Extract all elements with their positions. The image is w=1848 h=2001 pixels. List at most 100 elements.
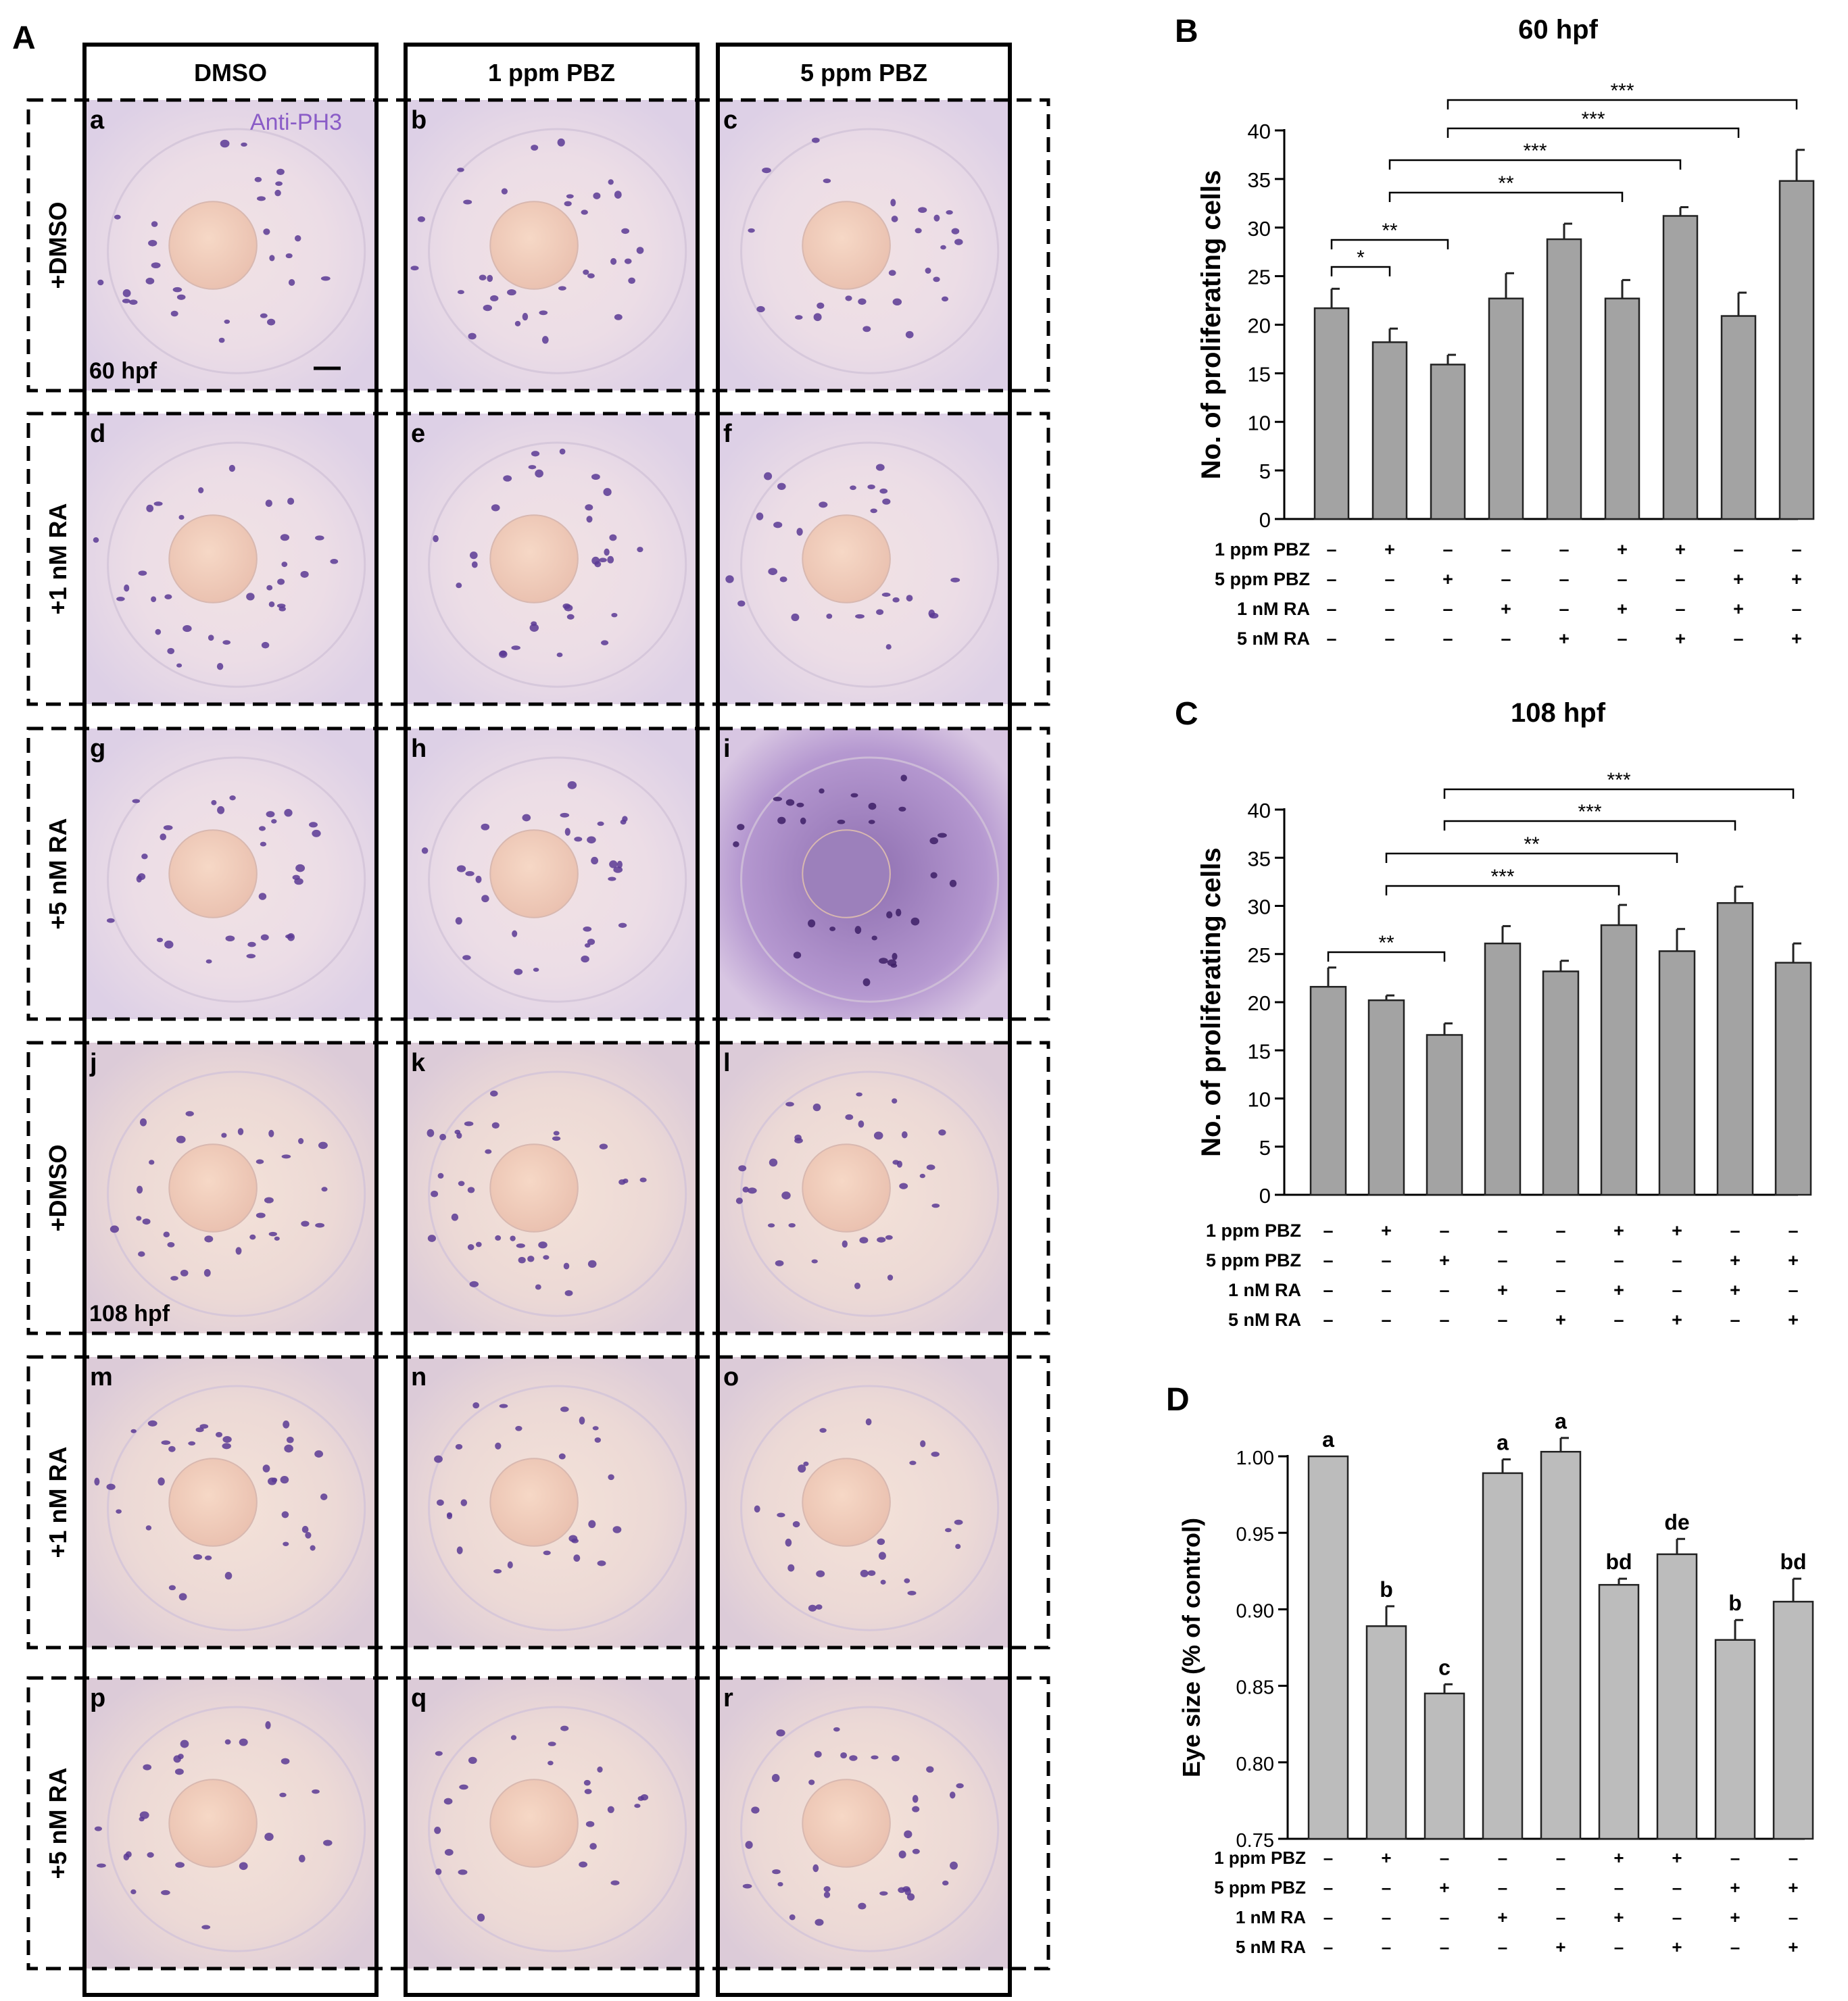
ph3-positive-cell	[174, 1769, 184, 1775]
treatment-symbol: +	[1672, 1848, 1682, 1868]
ph3-positive-cell	[269, 255, 275, 262]
ph3-positive-cell	[879, 958, 888, 964]
ph3-positive-cell	[845, 295, 852, 301]
ph3-positive-cell	[312, 1789, 320, 1794]
significance-bracket	[1388, 159, 1682, 170]
bar	[1307, 1455, 1349, 1840]
ph3-positive-cell	[451, 1213, 459, 1221]
eye-image-tile	[406, 100, 698, 391]
eye-outline	[107, 756, 366, 1003]
tile-letter: b	[411, 106, 427, 134]
treatment-symbol: +	[1733, 599, 1744, 619]
treatment-symbol: –	[1326, 539, 1336, 560]
ph3-positive-cell	[949, 1792, 956, 1799]
treatment-symbol: +	[1788, 1877, 1798, 1898]
y-tick-label: 0	[1259, 1184, 1271, 1208]
ph3-positive-cell	[203, 1268, 211, 1277]
ph3-positive-cell	[794, 1137, 803, 1143]
treatment-symbol: –	[1675, 599, 1685, 619]
treatment-symbol: –	[1672, 1907, 1682, 1927]
ph3-positive-cell	[621, 228, 630, 234]
ph3-positive-cell	[163, 1231, 170, 1238]
significance-bracket	[1443, 788, 1795, 799]
ph3-positive-cell	[254, 176, 262, 182]
treatment-symbol: –	[1323, 1848, 1333, 1868]
treatment-symbol: –	[1614, 1877, 1624, 1898]
ph3-positive-cell	[515, 1425, 522, 1431]
ph3-positive-cell	[284, 1444, 293, 1453]
ph3-positive-cell	[261, 641, 270, 649]
panel-c-label: C	[1175, 696, 1198, 732]
significance-letter: bd	[1605, 1550, 1632, 1574]
bar	[1426, 1034, 1463, 1196]
ph3-positive-cell	[457, 168, 464, 172]
ph3-positive-cell	[281, 1511, 289, 1518]
ph3-positive-cell	[320, 276, 331, 281]
ph3-positive-cell	[773, 797, 783, 801]
ph3-positive-cell	[421, 847, 429, 854]
bar	[1540, 1450, 1582, 1840]
ph3-positive-cell	[94, 1826, 102, 1831]
ph3-positive-cell	[563, 1262, 570, 1270]
ph3-positive-cell	[260, 841, 267, 847]
ph3-positive-cell	[591, 556, 600, 565]
ph3-positive-cell	[574, 837, 583, 842]
ph3-positive-cell	[528, 465, 537, 470]
significance-letter: de	[1664, 1510, 1689, 1534]
ph3-positive-cell	[887, 1275, 894, 1281]
ph3-positive-cell	[742, 1883, 752, 1889]
eye-image-tile	[84, 1678, 376, 1969]
ph3-positive-cell	[899, 1183, 908, 1189]
eye-outline	[740, 1706, 1000, 1952]
treatment-symbol: +	[1497, 1907, 1507, 1927]
treatment-symbol: +	[1791, 569, 1802, 589]
ph3-positive-cell	[142, 1218, 151, 1225]
ph3-positive-cell	[522, 312, 529, 321]
ph3-positive-cell	[870, 508, 877, 514]
ph3-positive-cell	[560, 1406, 569, 1412]
significance-stars: *	[1357, 247, 1365, 269]
ph3-positive-cell	[868, 820, 875, 824]
ph3-positive-cell	[815, 1604, 823, 1610]
ph3-positive-cell	[176, 294, 186, 300]
ph3-positive-cell	[618, 922, 627, 928]
treatment-symbol: –	[1555, 1280, 1565, 1300]
ph3-positive-cell	[735, 1197, 743, 1204]
ph3-positive-cell	[877, 1237, 886, 1243]
bar	[1600, 924, 1638, 1196]
column-headers: DMSO 1 ppm PBZ 5 ppm PBZ	[194, 59, 927, 87]
ph3-positive-cell	[310, 1545, 316, 1551]
treatment-symbol: –	[1556, 1877, 1565, 1898]
ph3-positive-cell	[172, 287, 183, 293]
treatment-symbol: –	[1730, 1220, 1740, 1241]
ph3-positive-cell	[560, 1725, 569, 1731]
ph3-positive-cell	[229, 795, 236, 801]
treatment-symbol: –	[1556, 1848, 1565, 1868]
ph3-positive-cell	[777, 1512, 785, 1518]
ph3-positive-cell	[199, 1424, 209, 1429]
ph3-positive-cell	[170, 310, 178, 317]
ph3-positive-cell	[294, 878, 303, 885]
ph3-positive-cell	[553, 1131, 560, 1136]
y-tick-label: 20	[1248, 991, 1271, 1015]
treatment-symbol: –	[1439, 1220, 1449, 1241]
ph3-positive-cell	[548, 1760, 554, 1766]
ph3-positive-cell	[771, 1774, 780, 1782]
ph3-positive-cell	[756, 512, 764, 520]
ph3-positive-cell	[239, 1862, 248, 1871]
ph3-positive-cell	[808, 1604, 817, 1612]
eye-image-tile	[406, 414, 698, 704]
ph3-positive-cell	[217, 806, 225, 814]
treatment-symbol: –	[1498, 1877, 1507, 1898]
treatment-symbol: +	[1672, 1937, 1682, 1957]
y-tick-label: 30	[1248, 217, 1271, 241]
tile-letter: l	[723, 1049, 731, 1077]
ph3-positive-cell	[141, 854, 148, 860]
ph3-positive-cell	[237, 1128, 244, 1135]
treatment-symbol: –	[1384, 599, 1394, 619]
treatment-symbol: –	[1381, 1280, 1391, 1300]
ph3-positive-cell	[490, 1090, 498, 1097]
ph3-positive-cell	[581, 209, 588, 215]
ph3-positive-cell	[940, 245, 946, 250]
ph3-positive-cell	[456, 1546, 463, 1554]
